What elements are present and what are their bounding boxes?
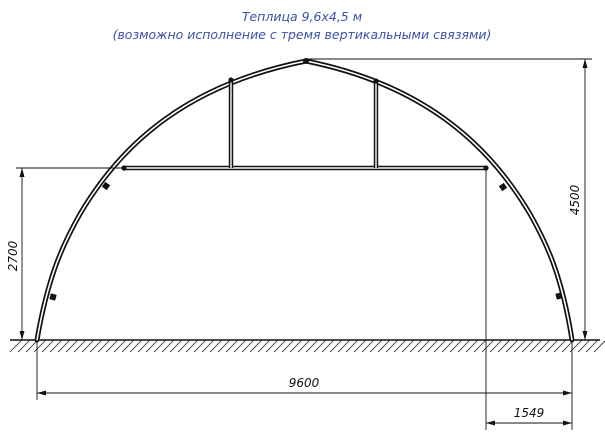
- hatch-stroke: [273, 339, 287, 353]
- hatch-stroke: [97, 339, 111, 353]
- hatch-stroke: [289, 339, 303, 353]
- hatch-stroke: [249, 339, 263, 353]
- dimension-height-total: 4500: [306, 58, 592, 340]
- hatch-stroke: [465, 339, 479, 353]
- hatch-stroke: [49, 339, 63, 353]
- hatch-stroke: [441, 339, 455, 353]
- hatch-stroke: [473, 339, 487, 353]
- dim-label-9600: 9600: [289, 376, 320, 390]
- hatch-stroke: [137, 339, 151, 353]
- hatch-stroke: [369, 339, 383, 353]
- dim-label-2700: 2700: [6, 240, 20, 271]
- arch-joints: [49, 58, 563, 301]
- hatch-stroke: [521, 339, 535, 353]
- dimension-offset-right: 1549: [485, 168, 572, 430]
- hatch-stroke: [105, 339, 119, 353]
- hatch-stroke: [169, 339, 183, 353]
- hatch-stroke: [225, 339, 239, 353]
- hatch-stroke: [9, 339, 23, 353]
- hatch-stroke: [593, 340, 605, 353]
- hatch-stroke: [33, 339, 47, 353]
- drawing-title: Теплица 9,6х4,5 м: [242, 9, 362, 24]
- hatch-stroke: [233, 339, 247, 353]
- hatch-stroke: [417, 339, 431, 353]
- hatch-stroke: [161, 339, 175, 353]
- hatch-stroke: [89, 339, 103, 353]
- hatch-stroke: [185, 339, 199, 353]
- dim-label-4500: 4500: [568, 184, 582, 215]
- hatch-stroke: [337, 339, 351, 353]
- hatch-stroke: [129, 339, 143, 353]
- hatch-stroke: [385, 339, 399, 353]
- hatch-stroke: [457, 339, 471, 353]
- hatch-stroke: [41, 339, 55, 353]
- hatch-stroke: [393, 339, 407, 353]
- hatch-stroke: [57, 339, 71, 353]
- hatch-stroke: [65, 339, 79, 353]
- hatch-stroke: [553, 339, 567, 353]
- hatch-stroke: [73, 339, 87, 353]
- hatch-stroke: [201, 339, 215, 353]
- dim-label-1549: 1549: [514, 406, 545, 420]
- hatch-stroke: [577, 339, 591, 353]
- hatch-stroke: [489, 339, 503, 353]
- hatch-stroke: [305, 339, 319, 353]
- hatch-stroke: [113, 339, 127, 353]
- hatch-stroke: [257, 339, 271, 353]
- hatch-stroke: [121, 339, 135, 353]
- hatch-stroke: [281, 339, 295, 353]
- dimension-width-total: 9600: [36, 340, 573, 430]
- hatch-stroke: [513, 339, 527, 353]
- hatch-stroke: [177, 339, 191, 353]
- hatch-stroke: [545, 339, 559, 353]
- ground-hatch: [9, 339, 605, 353]
- hatch-stroke: [353, 339, 367, 353]
- hatch-stroke: [529, 339, 543, 353]
- hatch-stroke: [329, 339, 343, 353]
- arch-frame: [34, 58, 575, 343]
- hatch-stroke: [345, 339, 359, 353]
- hatch-stroke: [585, 339, 599, 353]
- hatch-stroke: [505, 339, 519, 353]
- hatch-stroke: [193, 339, 207, 353]
- hatch-stroke: [425, 339, 439, 353]
- hatch-stroke: [313, 339, 327, 353]
- hatch-stroke: [537, 339, 551, 353]
- hatch-stroke: [217, 339, 231, 353]
- hatch-stroke: [377, 339, 391, 353]
- hatch-stroke: [497, 339, 511, 353]
- hatch-stroke: [449, 339, 463, 353]
- hatch-stroke: [17, 339, 31, 353]
- hatch-stroke: [481, 339, 495, 353]
- hatch-stroke: [81, 339, 95, 353]
- hatch-stroke: [265, 339, 279, 353]
- hatch-stroke: [241, 339, 255, 353]
- hatch-stroke: [321, 339, 335, 353]
- hatch-stroke: [409, 339, 423, 353]
- drawing-subtitle: (возможно исполнение с тремя вертикальны…: [113, 27, 492, 42]
- dimension-height-tie: 2700: [6, 167, 124, 340]
- hatch-stroke: [401, 339, 415, 353]
- hatch-stroke: [361, 339, 375, 353]
- hatch-stroke: [433, 339, 447, 353]
- hatch-stroke: [153, 339, 167, 353]
- hatch-stroke: [145, 339, 159, 353]
- hatch-stroke: [209, 339, 223, 353]
- hatch-stroke: [297, 339, 311, 353]
